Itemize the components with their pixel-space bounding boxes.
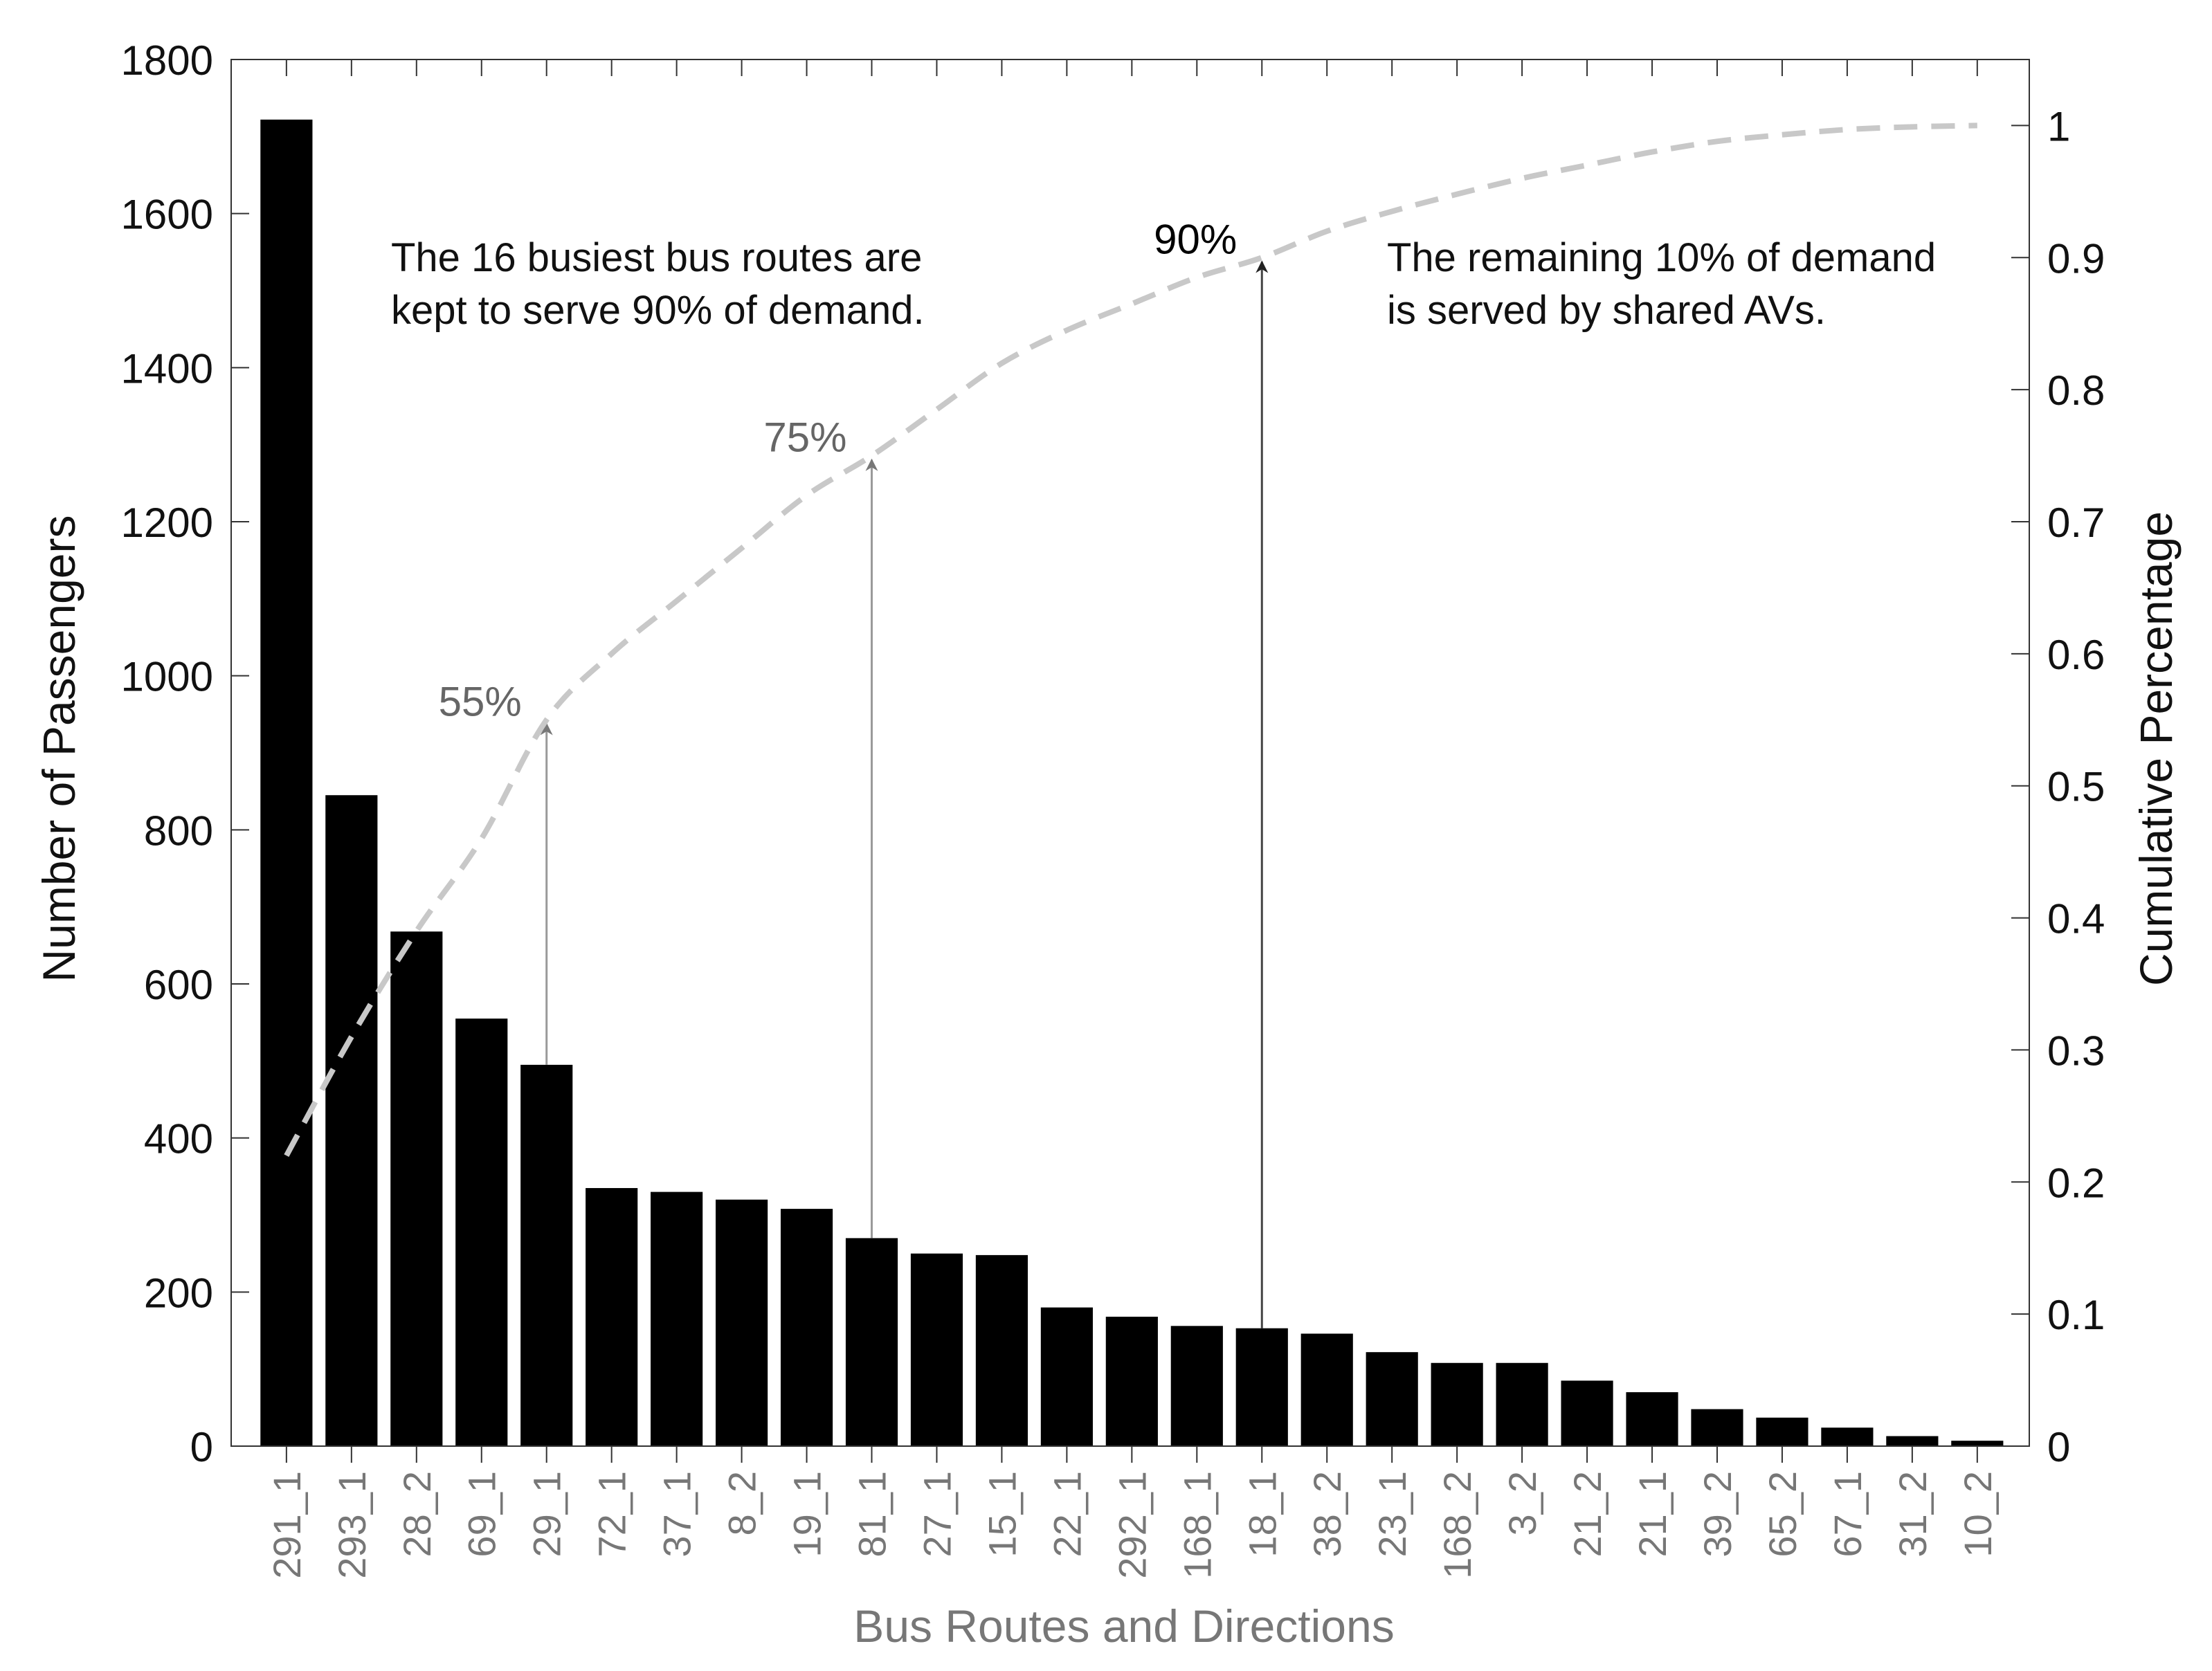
right-note-line: is served by shared AVs. <box>1387 288 1826 333</box>
bar <box>1366 1352 1418 1446</box>
bar <box>1040 1307 1093 1446</box>
annotation-label: 55% <box>439 678 522 724</box>
annotation-label: 90% <box>1154 216 1237 262</box>
cumulative-percentage-line <box>284 122 1977 1158</box>
y2-tick-label: 1 <box>2047 103 2070 149</box>
left-note-line: kept to serve 90% of demand. <box>391 288 925 333</box>
annotation-label: 75% <box>763 414 846 461</box>
y-tick-label: 1200 <box>121 500 213 546</box>
x-tick-label: 8_2 <box>720 1471 764 1535</box>
x-tick-label: 3_2 <box>1501 1471 1544 1535</box>
bar <box>1691 1409 1743 1446</box>
x-tick-label: 31_2 <box>1891 1471 1934 1558</box>
x-tick-label: 69_1 <box>460 1471 504 1558</box>
x-tick-label: 168_1 <box>1175 1471 1219 1579</box>
y2-axis-title: Cumulative Percentage <box>2130 511 2182 986</box>
bar <box>1886 1436 1939 1446</box>
bar <box>390 931 443 1446</box>
y-axis-title: Number of Passengers <box>33 515 84 983</box>
bar <box>1756 1417 1808 1446</box>
axis-ticks <box>231 59 2029 1463</box>
bar <box>325 795 378 1446</box>
x-tick-label: 29_1 <box>525 1471 569 1558</box>
y-tick-label: 200 <box>144 1270 213 1316</box>
annotation-notes: The 16 busiest bus routes are kept to ser… <box>391 235 1936 333</box>
x-axis-title: Bus Routes and Directions <box>853 1600 1394 1652</box>
x-tick-label: 293_1 <box>330 1471 374 1579</box>
plot-frame <box>230 59 2030 1447</box>
y2-tick-label: 0.4 <box>2047 896 2105 942</box>
bar <box>1561 1380 1613 1446</box>
x-tick-label: 23_1 <box>1370 1471 1414 1558</box>
bars-layer <box>260 119 2004 1447</box>
bar <box>455 1019 508 1446</box>
x-tick-label: 67_1 <box>1826 1471 1869 1558</box>
x-tick-label: 72_1 <box>590 1471 634 1558</box>
x-tick-label: 21_1 <box>1631 1471 1674 1558</box>
x-tick-label: 27_1 <box>915 1471 959 1558</box>
x-tick-label: 28_2 <box>395 1471 439 1558</box>
bar <box>910 1253 963 1446</box>
y2-tick-label: 0.6 <box>2047 632 2105 678</box>
x-tick-label: 65_2 <box>1761 1471 1804 1558</box>
bar <box>651 1191 703 1446</box>
y2-tick-label: 0.5 <box>2047 764 2105 810</box>
x-tick-label: 38_2 <box>1305 1471 1349 1558</box>
bar <box>845 1238 898 1446</box>
bar <box>586 1188 638 1446</box>
bar <box>975 1254 1028 1446</box>
right-note-line: The remaining 10% of demand <box>1387 235 1936 280</box>
y-tick-label: 400 <box>144 1116 213 1162</box>
x-tick-label: 291_1 <box>265 1471 309 1579</box>
tick-labels: 0 200 400 600 800 1000 1200 1400 1600 1800 0 0.1 0.2… <box>121 37 2105 1579</box>
bar <box>1626 1392 1678 1446</box>
x-tick-label: 19_1 <box>786 1471 829 1558</box>
bar <box>260 119 313 1447</box>
x-tick-label: 22_1 <box>1045 1471 1089 1558</box>
bar <box>1170 1326 1223 1446</box>
bar <box>1300 1333 1353 1446</box>
bar <box>1235 1328 1288 1446</box>
x-tick-label: 21_2 <box>1566 1471 1609 1558</box>
y2-tick-label: 0 <box>2047 1424 2070 1470</box>
y-tick-label: 1000 <box>121 654 213 700</box>
y-tick-label: 1800 <box>121 37 213 84</box>
y-tick-label: 0 <box>190 1424 213 1470</box>
y2-tick-label: 0.3 <box>2047 1028 2105 1074</box>
bar <box>780 1209 833 1446</box>
bar <box>1105 1316 1158 1446</box>
annotation-arrows: 55% 75% 90% <box>439 216 1269 1328</box>
y2-tick-label: 0.9 <box>2047 235 2105 282</box>
x-tick-label: 292_1 <box>1110 1471 1154 1579</box>
y2-tick-label: 0.2 <box>2047 1160 2105 1206</box>
x-tick-label: 37_1 <box>655 1471 699 1558</box>
x-tick-label: 39_2 <box>1696 1471 1739 1558</box>
y-tick-label: 1400 <box>121 345 213 392</box>
bar <box>716 1199 768 1446</box>
bar <box>1951 1441 2004 1446</box>
y-tick-label: 800 <box>144 807 213 854</box>
y2-tick-label: 0.8 <box>2047 367 2105 414</box>
bar <box>1431 1362 1483 1446</box>
x-tick-label: 15_1 <box>980 1471 1024 1558</box>
y2-tick-label: 0.7 <box>2047 500 2105 546</box>
x-tick-label: 10_2 <box>1956 1471 2000 1558</box>
x-tick-label: 168_2 <box>1435 1471 1479 1579</box>
y-tick-label: 600 <box>144 962 213 1008</box>
x-tick-label: 81_1 <box>851 1471 894 1558</box>
left-note-line: The 16 busiest bus routes are <box>391 235 922 280</box>
bar <box>1821 1427 1874 1446</box>
y2-tick-label: 0.1 <box>2047 1292 2105 1338</box>
y-tick-label: 1600 <box>121 192 213 238</box>
bar <box>1496 1362 1548 1446</box>
bar <box>520 1064 573 1446</box>
x-tick-label: 18_1 <box>1240 1471 1284 1558</box>
